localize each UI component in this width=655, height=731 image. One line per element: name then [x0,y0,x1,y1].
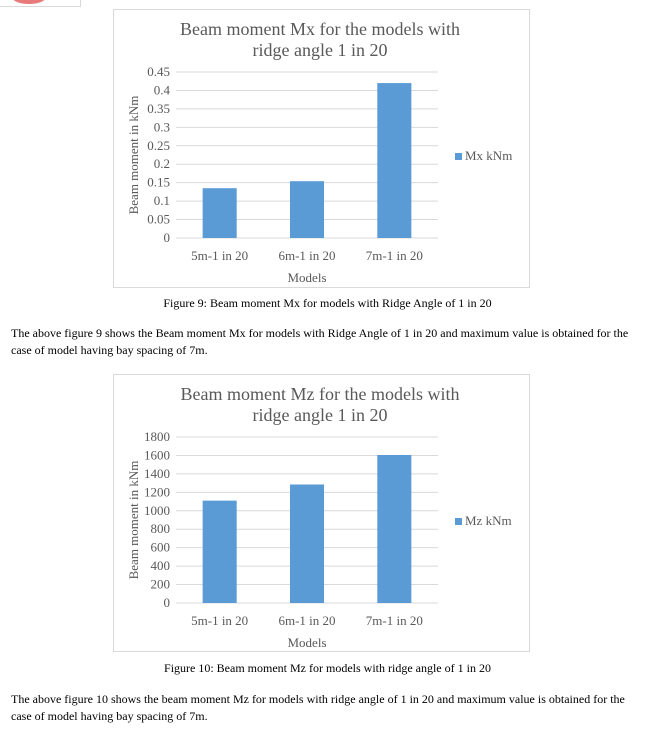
y-tick-label: 0.3 [154,119,170,134]
figure-10-description: The above figure 10 shows the beam momen… [11,692,625,723]
figure-9-caption: Figure 9: Beam moment Mx for models with… [163,296,492,310]
y-axis-title: Beam moment in kNm [126,96,141,215]
y-tick-label: 0.05 [147,212,170,227]
y-tick-label: 1400 [144,466,170,481]
bar-1 [202,188,237,238]
chart-title-line: Beam moment Mz for the models with [181,384,460,404]
bar-2 [289,484,325,603]
x-category-label: 5m-1 in 20 [191,248,248,263]
y-tick-label: 1600 [144,447,170,462]
chart-mx-svg: Beam moment Mx for the models withridge … [126,19,512,285]
y-tick-label: 0 [164,595,171,610]
y-tick-label: 0.25 [147,138,170,153]
chart-title-line: Beam moment Mx for the models with [180,19,460,39]
x-category-label: 7m-1 in 20 [366,613,423,628]
y-tick-label: 1800 [144,429,170,444]
y-tick-label: 400 [151,558,171,573]
legend-label: Mx kNm [465,148,512,163]
x-axis-title: Models [288,635,327,650]
x-axis-title: Models [288,270,327,285]
y-tick-label: 1000 [144,503,170,518]
figure-9-description: The above figure 9 shows the Beam moment… [11,326,629,357]
bar-2 [289,181,325,238]
x-category-label: 5m-1 in 20 [191,613,248,628]
y-tick-label: 0.2 [154,156,170,171]
figure-10-caption: Figure 10: Beam moment Mz for models wit… [164,661,491,675]
legend-label: Mz kNm [465,513,512,528]
y-tick-label: 0.1 [154,193,170,208]
y-tick-label: 0 [164,230,171,245]
chart-title-line: ridge angle 1 in 20 [253,40,388,60]
x-category-label: 6m-1 in 20 [278,248,335,263]
x-category-label: 6m-1 in 20 [278,613,335,628]
bar-3 [377,454,412,603]
x-category-label: 7m-1 in 20 [366,248,423,263]
y-tick-label: 0.45 [147,64,170,79]
y-axis-title: Beam moment in kNm [126,461,141,580]
y-tick-label: 0.35 [147,101,170,116]
previous-figure-fragment [0,0,81,7]
chart-mz-svg: Beam moment Mz for the models withridge … [126,384,512,650]
y-tick-label: 800 [151,521,171,536]
y-tick-label: 1200 [144,484,170,499]
chart-beam-moment-mx: Beam moment Mx for the models with ridge … [113,9,530,288]
y-tick-label: 200 [151,577,171,592]
bar-3 [377,83,412,238]
y-tick-label: 0.4 [154,82,171,97]
previous-figure-shape [12,0,46,4]
y-tick-label: 0.15 [147,175,170,190]
legend-swatch [455,518,462,525]
legend-swatch [455,153,462,160]
chart-beam-moment-mz: Beam moment Mz for the models with ridge … [113,374,530,652]
bar-1 [202,500,237,603]
chart-title-line: ridge angle 1 in 20 [253,405,388,425]
y-tick-label: 600 [151,540,171,555]
